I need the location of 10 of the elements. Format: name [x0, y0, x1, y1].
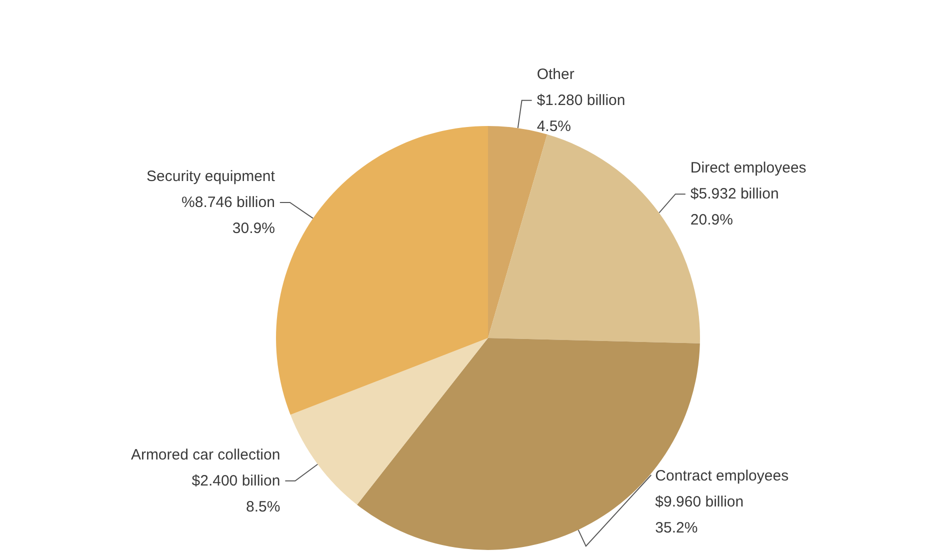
data-label: $1.280 billion 4.5%	[536, 92, 626, 135]
data-label: %8.746 billion 30.9%	[182, 194, 275, 237]
slice-label: Other	[536, 66, 574, 83]
data-label: $9.960 billion 35.2%	[655, 494, 744, 536]
data-label: $2.400 billion 8.5%	[192, 472, 280, 516]
slice-label: Security equipment	[146, 168, 276, 185]
slice-label: Armored car collection	[130, 446, 280, 464]
slice-label: Direct employees	[690, 160, 806, 177]
slice-label: Contract employees	[655, 468, 789, 484]
data-label: $5.932 billion 20.9%	[690, 186, 779, 229]
